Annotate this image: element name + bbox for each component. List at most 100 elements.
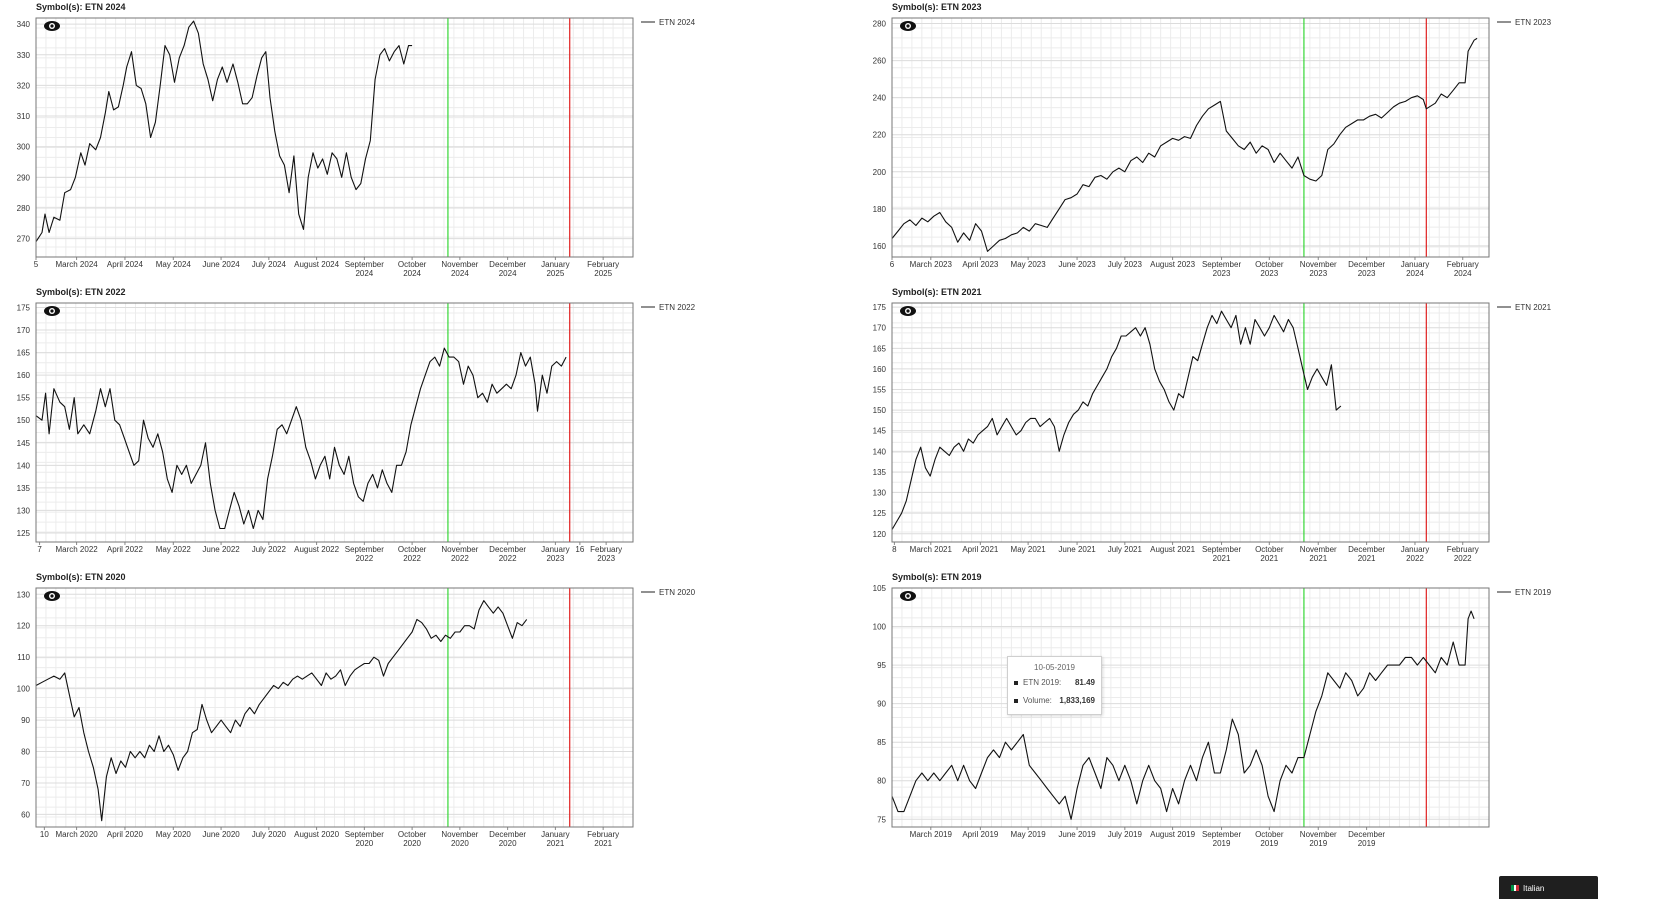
series-line (35, 20, 413, 243)
y-tick-label: 135 (873, 468, 887, 477)
tooltip-row: Volume: 1,833,169 (1014, 696, 1095, 708)
x-tick-label: 16 (575, 545, 584, 554)
chart-svg: 160 180 200 220 240 260 280 6 March 2023 April 20… (873, 17, 1552, 278)
x-tick-label: February (1447, 260, 1479, 269)
y-tick-label: 90 (21, 716, 30, 725)
y-tick-label: 240 (873, 94, 887, 103)
x-tick-label-year: 2019 (1260, 839, 1278, 848)
x-tick-label-year: 2022 (355, 554, 373, 563)
y-tick-label: 165 (873, 344, 887, 353)
x-tick-label: September (1202, 830, 1241, 839)
y-tick-label: 130 (17, 590, 31, 599)
x-tick-label: 8 (892, 545, 897, 554)
y-tick-label: 160 (873, 365, 887, 374)
series-line (891, 310, 1342, 530)
y-tick-label: 270 (17, 235, 31, 244)
x-tick-label: December (489, 830, 526, 839)
x-tick-label: October (1255, 830, 1284, 839)
chart-title: Symbol(s): ETN 2021 (892, 287, 982, 297)
x-tick-label-year: 2020 (451, 839, 469, 848)
tooltip-row: ETN 2019: 81.49 (1014, 678, 1095, 690)
bullet-icon (1014, 698, 1018, 703)
chart-title: Symbol(s): ETN 2019 (892, 572, 982, 582)
y-tick-label: 280 (17, 204, 31, 213)
y-tick-label: 95 (877, 661, 886, 670)
chart-title: Symbol(s): ETN 2022 (36, 287, 126, 297)
x-tick-label-year: 2023 (597, 554, 615, 563)
y-tick-label: 125 (17, 529, 31, 538)
x-tick-label: July 2023 (1108, 260, 1143, 269)
x-tick-label-year: 2021 (1358, 554, 1376, 563)
grid (892, 588, 1489, 827)
x-tick-label: July 2022 (252, 545, 287, 554)
language-button[interactable]: Italian (1499, 876, 1598, 899)
plot-border (35, 302, 634, 543)
eye-icon[interactable] (44, 306, 60, 316)
eye-icon[interactable] (900, 591, 916, 601)
chart-panel-etn-2022: Symbol(s): ETN 2022 125 130 135 140 145 150 15… (17, 285, 853, 575)
x-tick-label: December (489, 260, 526, 269)
x-tick-label-year: 2019 (1309, 839, 1327, 848)
eye-icon[interactable] (900, 21, 916, 31)
x-tick-label-year: 2021 (1260, 554, 1278, 563)
x-tick-label-year: 2023 (1260, 269, 1278, 278)
x-tick-label: May 2021 (1011, 545, 1047, 554)
y-tick-label: 160 (873, 242, 887, 251)
x-tick-label-year: 2021 (546, 839, 564, 848)
grid (892, 303, 1489, 542)
y-tick-label: 70 (21, 779, 30, 788)
x-tick-label-year: 2024 (451, 269, 469, 278)
series-line (891, 610, 1475, 820)
x-tick-label: January (541, 260, 569, 269)
x-tick-label: October (398, 260, 427, 269)
plot-border (891, 17, 1490, 258)
x-tick-label: June 2024 (202, 260, 240, 269)
x-tick-label: December (489, 545, 526, 554)
x-tick-label-year: 2022 (1406, 554, 1424, 563)
y-tick-label: 80 (877, 777, 886, 786)
x-tick-label: 10 (40, 830, 49, 839)
x-tick-label: September (345, 545, 384, 554)
x-tick-label: March 2021 (910, 545, 953, 554)
x-tick-label-year: 2020 (499, 839, 517, 848)
y-tick-label: 260 (873, 57, 887, 66)
y-tick-label: 330 (17, 51, 31, 60)
legend-label: ETN 2020 (659, 588, 696, 597)
grid (36, 588, 633, 827)
x-tick-label: October (1255, 545, 1284, 554)
x-tick-label-year: 2021 (594, 839, 612, 848)
legend-label: ETN 2022 (659, 303, 696, 312)
x-tick-label: April 2024 (107, 260, 144, 269)
series-line (35, 600, 528, 822)
x-tick-label: March 2019 (910, 830, 953, 839)
x-tick-label-year: 2024 (355, 269, 373, 278)
legend-label: ETN 2023 (1515, 18, 1552, 27)
y-tick-label: 155 (873, 386, 887, 395)
y-tick-label: 135 (17, 484, 31, 493)
y-tick-label: 320 (17, 81, 31, 90)
x-tick-label: November (441, 260, 478, 269)
eye-pupil (50, 309, 54, 313)
y-tick-label: 170 (873, 324, 887, 333)
eye-icon[interactable] (900, 306, 916, 316)
tooltip-label: Volume: (1023, 696, 1052, 705)
x-tick-label: February (590, 545, 622, 554)
x-tick-label: June 2023 (1058, 260, 1096, 269)
y-tick-label: 175 (873, 303, 887, 312)
x-tick-label: July 2020 (252, 830, 287, 839)
eye-icon[interactable] (44, 21, 60, 31)
x-tick-label: March 2024 (55, 260, 98, 269)
x-tick-label: March 2022 (55, 545, 98, 554)
x-tick-label: October (1255, 260, 1284, 269)
y-tick-label: 220 (873, 131, 887, 140)
eye-icon[interactable] (44, 591, 60, 601)
eye-pupil (906, 309, 910, 313)
y-tick-label: 180 (873, 205, 887, 214)
italy-flag-icon (1511, 885, 1519, 891)
x-tick-label-year: 2019 (1358, 839, 1376, 848)
x-tick-label-year: 2022 (1454, 554, 1472, 563)
y-tick-label: 85 (877, 738, 886, 747)
x-tick-label: October (398, 830, 427, 839)
x-tick-label: March 2020 (55, 830, 98, 839)
x-tick-label: May 2022 (156, 545, 192, 554)
